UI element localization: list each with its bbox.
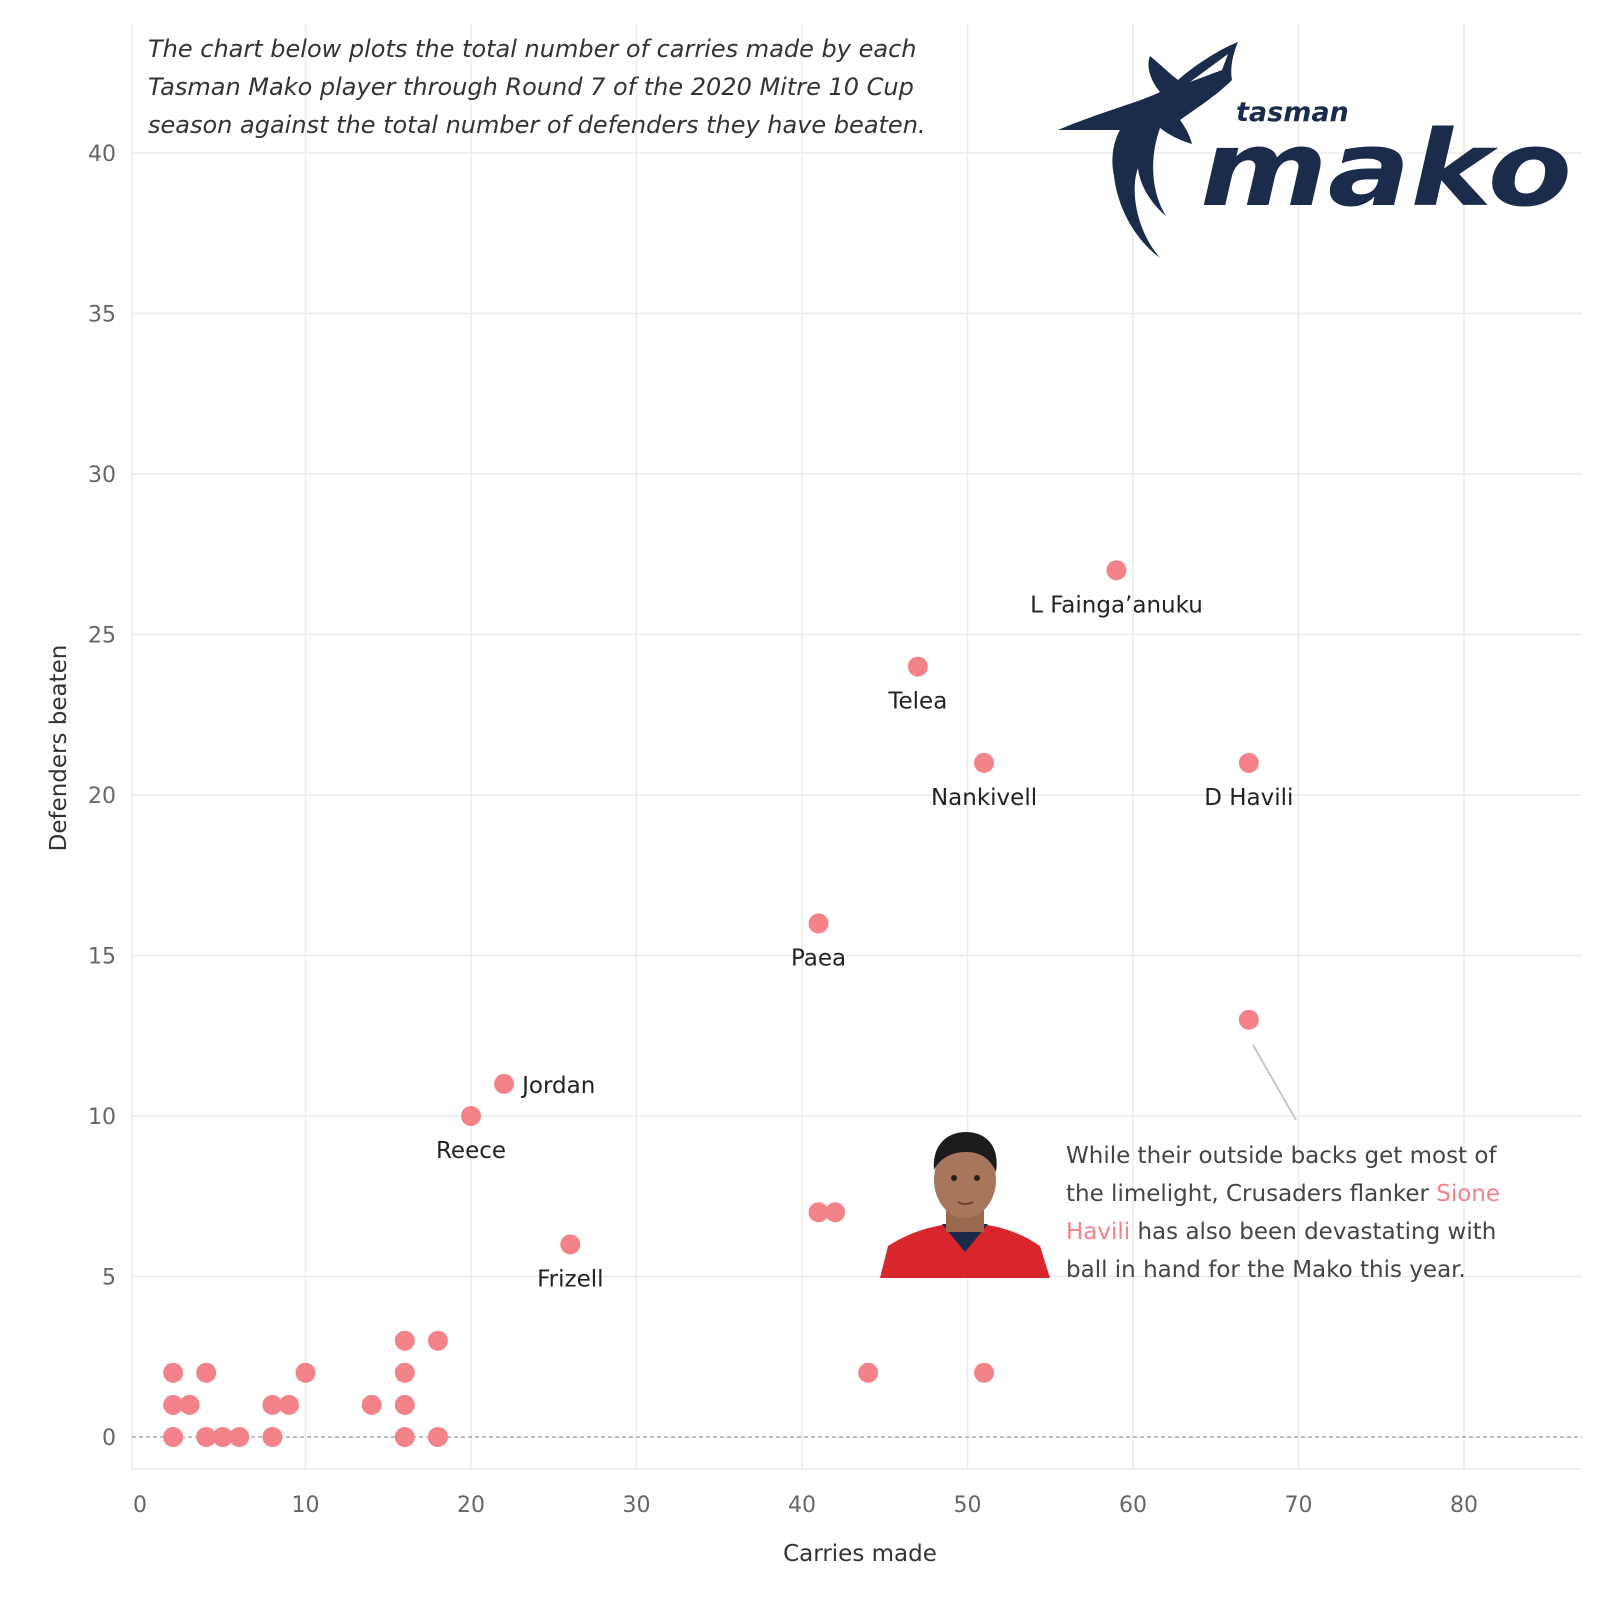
annotation-highlight-last-name: Havili [1066,1219,1131,1245]
data-point [163,1394,184,1415]
logo-big-text: mako [1200,108,1572,230]
y-axis-ticks: 0 5 10 15 20 25 30 35 40 [88,142,116,1451]
x-tick-label: 20 [457,1493,485,1518]
annotation-line-4: ball in hand for the Mako this year. [1066,1257,1466,1283]
y-tick-label: 10 [88,1105,116,1130]
data-point [808,913,829,934]
data-point [278,1394,299,1415]
data-point [974,1362,995,1383]
y-tick-label: 25 [88,624,116,649]
intro-line-3: season against the total number of defen… [148,111,926,139]
intro-text: The chart below plots the total number o… [148,30,968,144]
callout-connector-line [1252,1044,1297,1121]
shark-icon [1058,42,1238,258]
data-point [394,1394,415,1415]
data-point [907,656,928,677]
data-point [163,1362,184,1383]
data-point [1106,560,1127,581]
data-point [163,1427,184,1447]
point-labels: L Fainga’anuku Telea Nankivell D Havili Paea… [436,592,1293,1292]
x-axis-label: Carries made [783,1541,937,1567]
data-point [196,1427,217,1447]
point-label: Paea [791,945,846,971]
data-point [295,1362,316,1383]
data-points [163,560,1259,1447]
x-tick-label: 10 [292,1493,320,1518]
data-point [262,1394,283,1415]
y-tick-label: 40 [88,142,116,167]
y-axis-label: Defenders beaten [46,645,72,852]
grid-lines [131,24,1582,1470]
y-tick-label: 15 [88,945,116,970]
player-portrait [880,1132,1050,1278]
x-tick-label: 30 [623,1493,651,1518]
y-tick-label: 5 [102,1266,116,1291]
x-tick-label: 70 [1285,1493,1313,1518]
data-point [1238,1009,1259,1030]
point-label: Frizell [537,1266,603,1292]
havili-annotation: While their outside backs get most of th… [1066,1137,1566,1289]
data-point [179,1394,200,1415]
y-tick-label: 30 [88,463,116,488]
annotation-line-1: While their outside backs get most of [1066,1143,1497,1169]
data-point [229,1427,250,1447]
x-tick-label: 50 [954,1493,982,1518]
point-label: L Fainga’anuku [1030,592,1203,618]
intro-line-2: Tasman Mako player through Round 7 of th… [148,73,914,101]
intro-line-1: The chart below plots the total number o… [148,35,917,63]
point-label: D Havili [1204,785,1293,811]
annotation-line-2: the limelight, Crusaders flanker Sione [1066,1175,1566,1213]
data-point [394,1330,415,1351]
x-tick-label: 0 [133,1493,147,1518]
annotation-line-3: Havili has also been devastating with [1066,1213,1566,1251]
data-point [427,1330,448,1351]
y-tick-label: 35 [88,303,116,328]
y-tick-label: 0 [102,1426,116,1451]
tasman-mako-logo: tasman mako [1058,42,1572,258]
x-axis-ticks: 0 10 20 30 40 50 60 70 80 [133,1493,1478,1518]
data-point [494,1073,515,1094]
annotation-line-2-text: the limelight, Crusaders flanker [1066,1181,1437,1207]
data-point [560,1234,581,1255]
x-tick-label: 40 [788,1493,816,1518]
data-point [825,1202,846,1223]
data-point [1238,752,1259,773]
annotation-line-3-text: has also been devastating with [1130,1219,1497,1245]
x-tick-label: 80 [1450,1493,1478,1518]
logo-small-text: tasman [1236,97,1349,128]
point-label: Telea [887,689,947,715]
data-point [808,1202,829,1223]
point-label: Jordan [520,1073,595,1099]
shark-teeth-icon [1190,54,1228,82]
data-point [212,1427,233,1447]
data-point [196,1362,217,1383]
data-point [427,1427,448,1447]
point-label: Nankivell [931,785,1037,811]
y-tick-label: 20 [88,784,116,809]
data-point [858,1362,879,1383]
data-point [262,1427,283,1447]
data-point [361,1394,382,1415]
point-label: Reece [436,1138,506,1164]
data-point [394,1427,415,1447]
data-point [394,1362,415,1383]
x-tick-label: 60 [1119,1493,1147,1518]
annotation-highlight-first-name: Sione [1436,1181,1501,1207]
data-point [461,1106,481,1126]
data-point [974,752,995,773]
